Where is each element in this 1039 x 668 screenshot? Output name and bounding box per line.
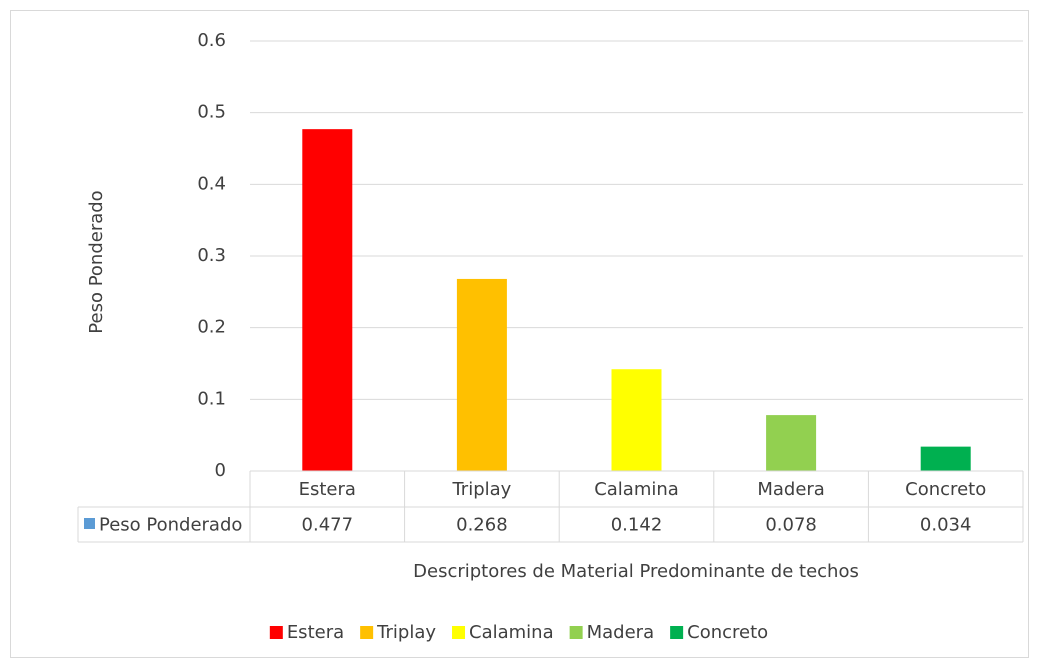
legend-label: Madera	[587, 622, 655, 643]
y-tick-label: 0.2	[197, 317, 226, 338]
x-tick-label: Madera	[757, 479, 825, 500]
y-tick-label: 0	[215, 460, 226, 481]
table-value: 0.268	[456, 515, 508, 536]
table-series-name: Peso Ponderado	[99, 515, 242, 536]
x-tick-label: Calamina	[594, 479, 679, 500]
y-tick-label: 0.5	[197, 102, 226, 123]
table-value: 0.142	[611, 515, 663, 536]
legend-label: Triplay	[376, 622, 436, 643]
x-tick-label: Concreto	[905, 479, 986, 500]
legend-label: Estera	[287, 622, 344, 643]
chart-border	[10, 10, 1029, 658]
legend-label: Calamina	[469, 622, 554, 643]
legend-key	[670, 626, 684, 639]
legend-key	[360, 626, 374, 639]
table-value: 0.477	[302, 515, 354, 536]
x-tick-label: Triplay	[451, 479, 511, 500]
y-axis-label: Peso Ponderado	[86, 190, 107, 333]
bar	[611, 369, 662, 471]
legend-label: Concreto	[687, 622, 768, 643]
x-tick-label: Estera	[299, 479, 356, 500]
legend-key	[452, 626, 466, 639]
y-tick-label: 0.1	[197, 388, 226, 409]
bar	[766, 415, 817, 471]
y-tick-label: 0.3	[197, 245, 226, 266]
bar	[456, 278, 507, 471]
legend-key	[269, 626, 283, 639]
x-axis-label: Descriptores de Material Predominante de…	[413, 561, 859, 582]
bar	[920, 446, 971, 471]
legend-key	[569, 626, 583, 639]
table-legend-key	[84, 518, 95, 529]
table-value: 0.034	[920, 515, 972, 536]
y-tick-label: 0.4	[197, 173, 226, 194]
bar	[302, 129, 353, 471]
table-value: 0.078	[765, 515, 817, 536]
y-tick-label: 0.6	[197, 30, 226, 51]
